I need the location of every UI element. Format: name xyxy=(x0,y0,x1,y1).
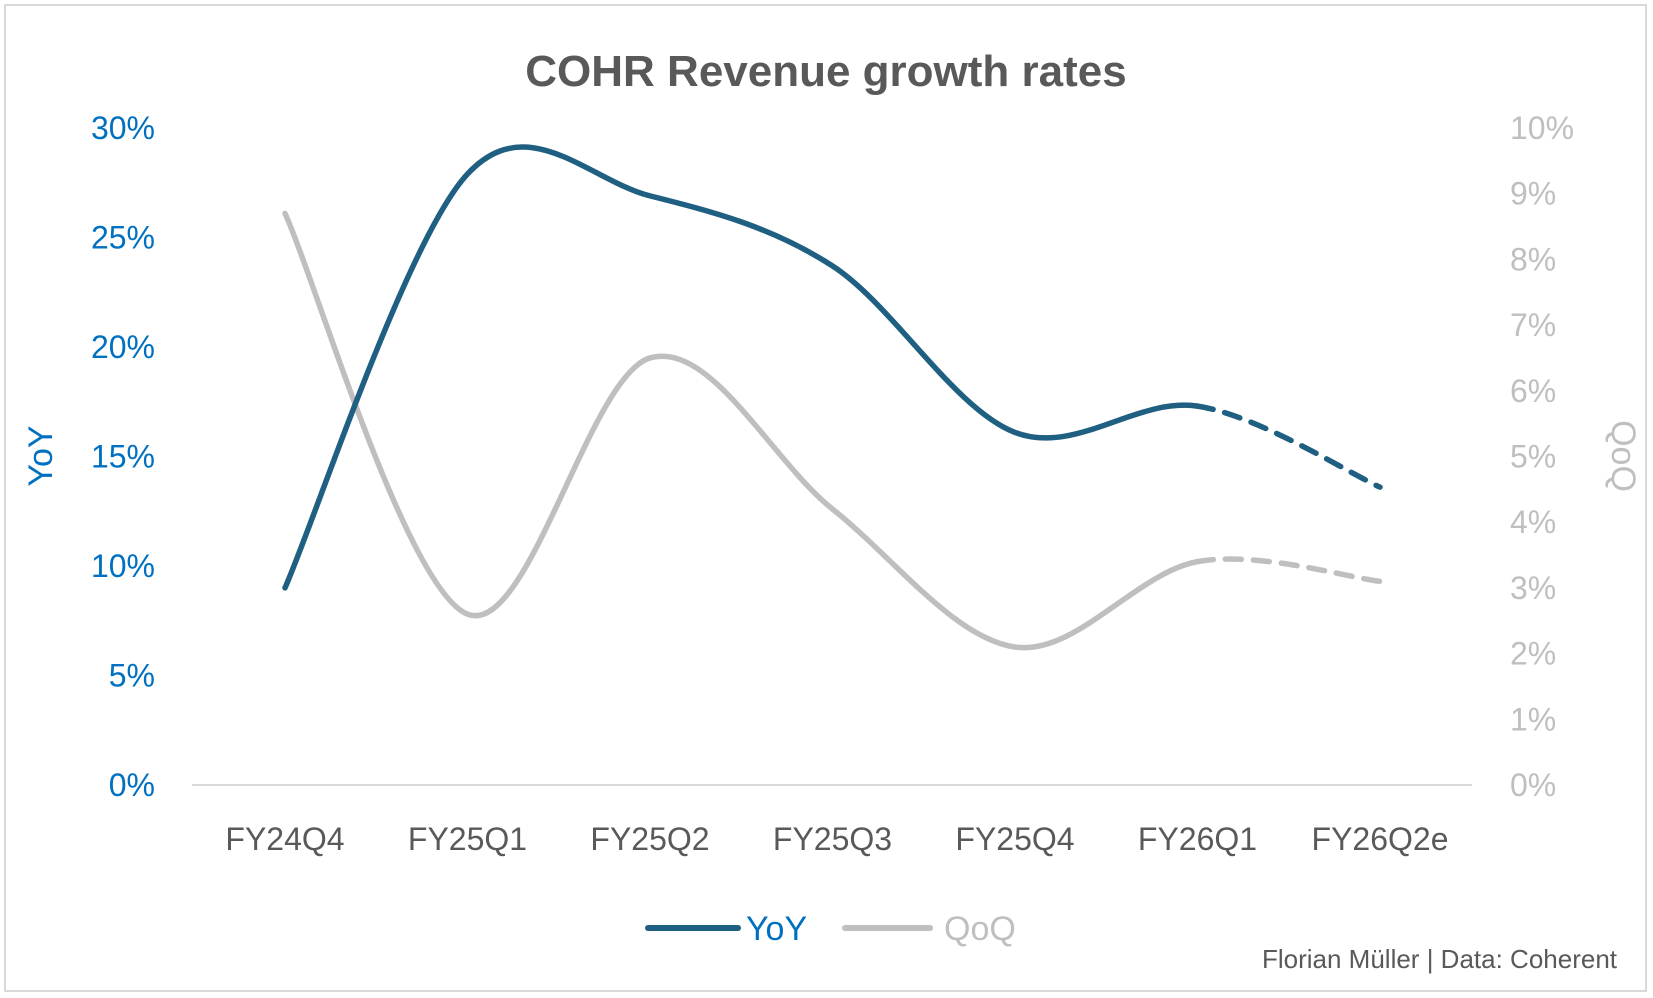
right-tick-label: 9% xyxy=(1510,176,1556,212)
x-tick-label: FY25Q4 xyxy=(955,821,1074,857)
right-tick-label: 8% xyxy=(1510,241,1556,277)
right-axis-title: QoQ xyxy=(1604,420,1642,492)
series-qoq-estimate-line xyxy=(1194,556,1383,585)
left-axis-title: YoY xyxy=(22,425,60,486)
series-yoy-line xyxy=(282,144,1201,591)
x-tick-label: FY25Q3 xyxy=(773,821,892,857)
left-tick-label: 10% xyxy=(91,548,155,584)
right-tick-label: 10% xyxy=(1510,110,1574,146)
left-tick-label: 20% xyxy=(91,329,155,365)
series-qoq-line xyxy=(282,210,1201,651)
legend-qoq-label: QoQ xyxy=(944,910,1016,948)
legend: YoY QoQ xyxy=(645,910,1016,948)
legend-yoy-label: YoY xyxy=(746,910,807,948)
left-tick-label: 30% xyxy=(91,110,155,146)
x-tick-label: FY25Q1 xyxy=(408,821,527,857)
right-tick-label: 7% xyxy=(1510,307,1556,343)
source-credit: Florian Müller | Data: Coherent xyxy=(1262,944,1618,974)
right-tick-label: 1% xyxy=(1510,701,1556,737)
right-tick-label: 3% xyxy=(1510,570,1556,606)
right-tick-label: 2% xyxy=(1510,636,1556,672)
chart-title: COHR Revenue growth rates xyxy=(525,47,1126,96)
series-yoy-estimate-line xyxy=(1194,403,1383,490)
chart-frame xyxy=(4,4,1647,992)
right-tick-label: 5% xyxy=(1510,439,1556,475)
right-tick-label: 6% xyxy=(1510,373,1556,409)
left-tick-label: 25% xyxy=(91,220,155,256)
right-axis-ticks: 0% 1% 2% 3% 4% 5% 6% 7% 8% 9% 10% xyxy=(1510,110,1574,803)
left-tick-label: 0% xyxy=(109,767,155,803)
x-tick-label: FY24Q4 xyxy=(225,821,344,857)
x-tick-label: FY26Q1 xyxy=(1138,821,1257,857)
right-tick-label: 4% xyxy=(1510,504,1556,540)
left-tick-label: 5% xyxy=(109,658,155,694)
series-layer xyxy=(282,144,1383,651)
left-tick-label: 15% xyxy=(91,439,155,475)
right-tick-label: 0% xyxy=(1510,767,1556,803)
left-axis-ticks: 0% 5% 10% 15% 20% 25% 30% xyxy=(91,110,155,803)
x-tick-label: FY26Q2e xyxy=(1312,821,1449,857)
x-axis-ticks: FY24Q4 FY25Q1 FY25Q2 FY25Q3 FY25Q4 FY26Q1 FY26… xyxy=(225,821,1448,857)
x-tick-label: FY25Q2 xyxy=(590,821,709,857)
